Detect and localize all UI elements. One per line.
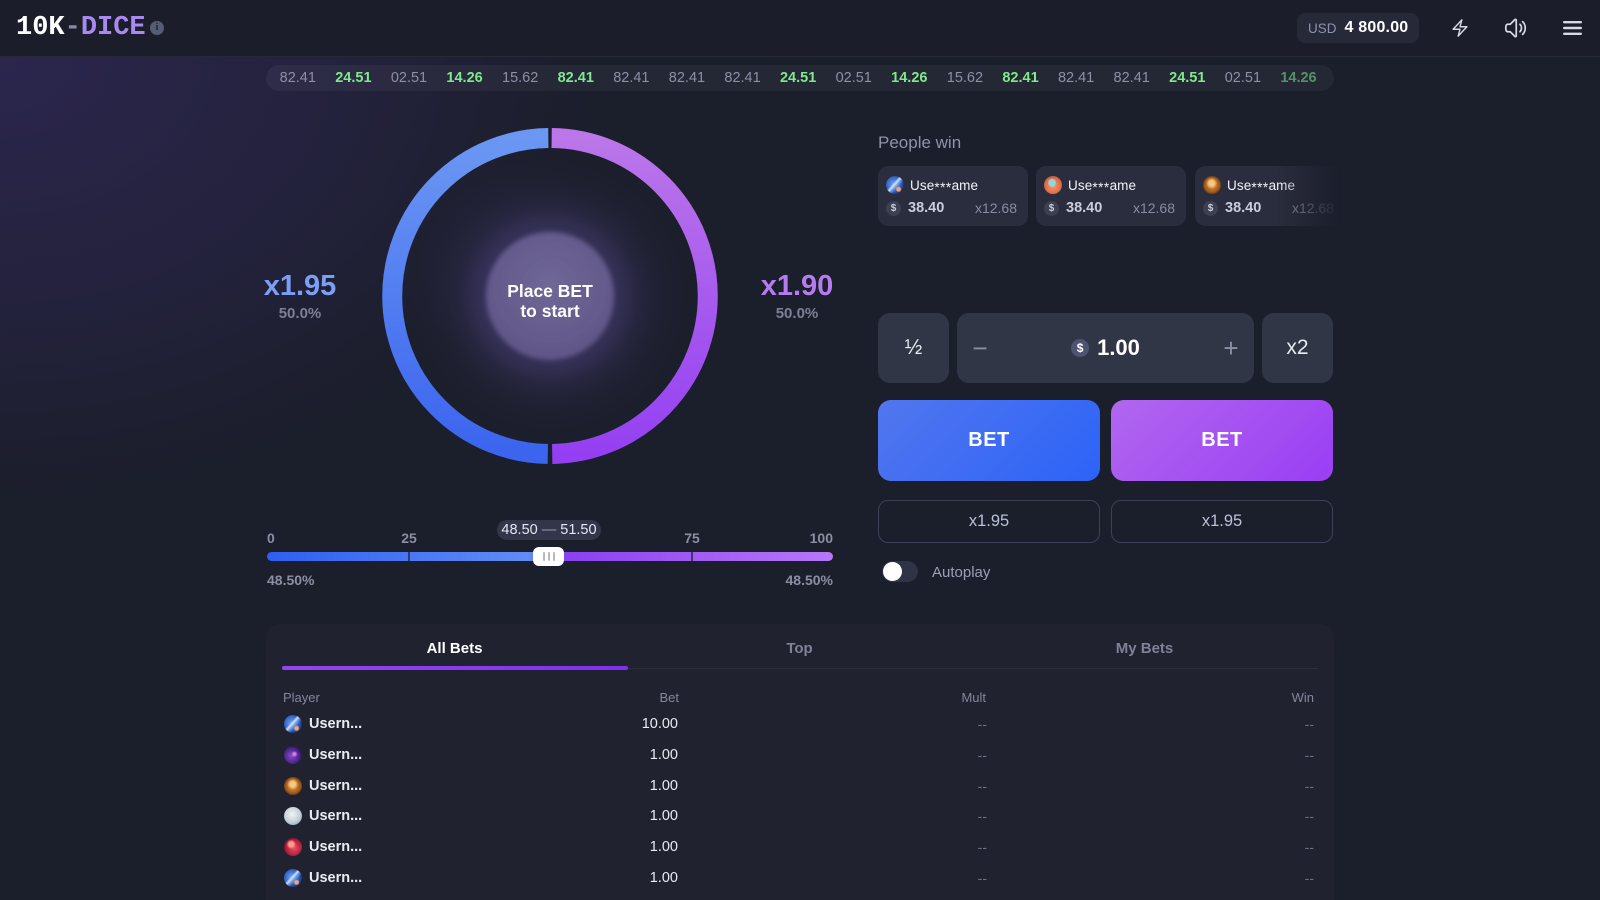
svg-text:to start: to start <box>520 301 579 321</box>
svg-text:Place BET: Place BET <box>507 281 593 301</box>
